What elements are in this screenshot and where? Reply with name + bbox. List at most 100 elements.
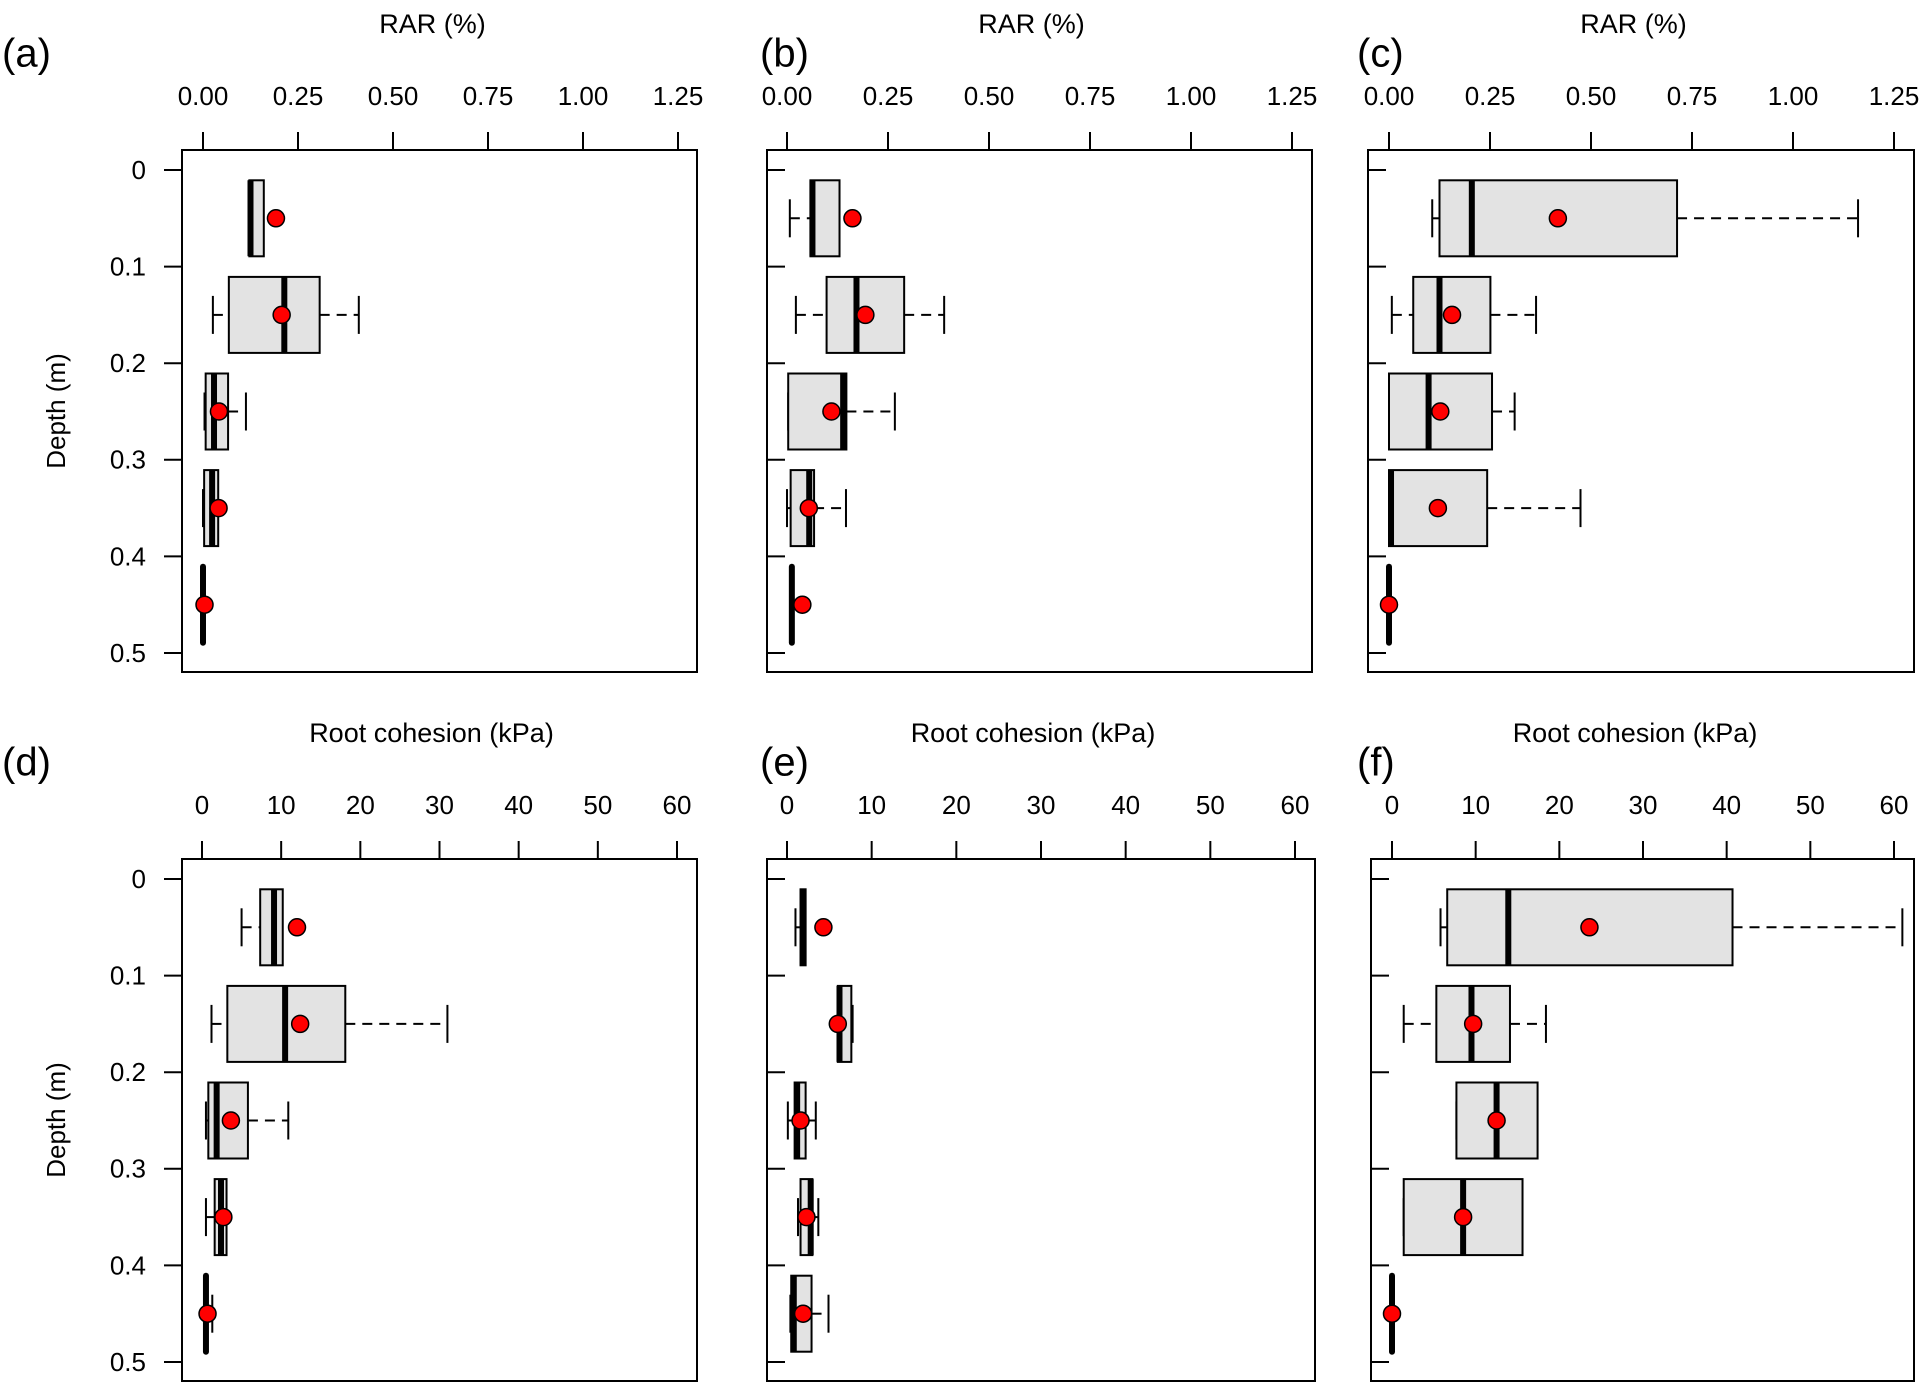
panel-b: (b) RAR (%) 0.00 0.25 0.50 0.75 1.00 1.25 <box>760 9 1318 673</box>
x-tick-label: 50 <box>1796 790 1825 820</box>
box-0.15 <box>210 984 449 1063</box>
y-tick-label: 0.4 <box>110 541 146 571</box>
box-0.25 <box>787 372 896 451</box>
mean-marker <box>1463 1014 1483 1034</box>
box-0.25 <box>1455 1081 1539 1160</box>
box-0.45 <box>1382 1272 1402 1355</box>
box-0.15 <box>211 275 360 354</box>
panel-d: (d) Root cohesion (kPa) 0 10 20 30 40 50 60 0 0.1 0… <box>2 718 698 1382</box>
x-tick-label: 0 <box>1385 790 1399 820</box>
box-0.25 <box>786 1081 817 1160</box>
box-0.35 <box>1388 469 1582 548</box>
box-0.35 <box>202 469 228 548</box>
mean-marker <box>814 918 833 937</box>
panel-label: (c) <box>1357 32 1404 76</box>
box-0.25 <box>203 372 247 451</box>
mean-marker <box>1379 595 1399 614</box>
box-0.15 <box>828 984 854 1063</box>
mean-marker <box>1487 1111 1506 1130</box>
plot-frame <box>1367 149 1915 673</box>
y-tick-label: 0.1 <box>110 251 146 281</box>
box-0.05 <box>247 179 286 258</box>
box-0.25 <box>1388 372 1516 451</box>
box-0.45 <box>788 563 812 646</box>
x-tick-label: 0.00 <box>762 81 813 111</box>
x-axis-title: Root cohesion (kPa) <box>1513 718 1758 748</box>
panel-f: (f) Root cohesion (kPa) 0 10 20 30 40 50 60 <box>1357 718 1915 1382</box>
mean-marker <box>1382 1304 1402 1323</box>
x-tick-label: 0.50 <box>1566 81 1617 111</box>
box-0.05 <box>240 888 307 967</box>
x-tick-label: 60 <box>1281 790 1310 820</box>
plot-frame <box>181 149 698 673</box>
mean-marker <box>1442 305 1462 325</box>
mean-marker <box>828 1014 848 1034</box>
x-tick-label: 30 <box>1629 790 1658 820</box>
x-tick-label: 60 <box>663 790 692 820</box>
x-tick-label: 20 <box>942 790 971 820</box>
mean-marker <box>1548 209 1568 228</box>
x-tick-label: 0 <box>780 790 794 820</box>
x-axis-title: RAR (%) <box>1580 9 1687 39</box>
x-tick-label: 0.25 <box>1465 81 1516 111</box>
panel-a: (a) RAR (%) 0.00 0.25 0.50 0.75 1.00 1.25 0 0.1 0.… <box>2 9 703 673</box>
x-tick-label: 1.00 <box>558 81 609 111</box>
box-0.05 <box>1439 888 1904 967</box>
box-0.35 <box>1402 1178 1524 1257</box>
mean-marker <box>856 305 875 325</box>
x-tick-label: 50 <box>583 790 612 820</box>
mean-marker <box>791 1111 810 1130</box>
box-0.45 <box>195 563 214 646</box>
x-axis-title: RAR (%) <box>978 9 1085 39</box>
plot-frame <box>766 858 1316 1382</box>
x-tick-label: 1.00 <box>1768 81 1819 111</box>
x-tick-label: 10 <box>1461 790 1490 820</box>
box-0.35 <box>204 1178 233 1257</box>
x-tick-label: 0.00 <box>1364 81 1415 111</box>
x-tick-label: 0.25 <box>863 81 914 111</box>
mean-marker <box>799 498 819 518</box>
mean-marker <box>198 1304 217 1323</box>
mean-marker <box>793 595 812 614</box>
box-0.45 <box>198 1272 217 1355</box>
mean-marker <box>209 498 228 518</box>
mean-marker <box>195 595 214 614</box>
y-tick-label: 0.3 <box>110 445 146 475</box>
mean-marker <box>221 1111 241 1130</box>
x-tick-label: 10 <box>857 790 886 820</box>
y-axis-title: Depth (m) <box>41 353 71 469</box>
box-0.05 <box>788 179 862 258</box>
y-axis-title: Depth (m) <box>41 1062 71 1178</box>
x-tick-label: 0.00 <box>178 81 229 111</box>
mean-marker <box>209 402 229 421</box>
mean-marker <box>290 1014 310 1034</box>
mean-marker <box>1428 498 1448 518</box>
box-0.05 <box>1431 179 1860 258</box>
y-tick-label: 0.3 <box>110 1154 146 1184</box>
box-0.25 <box>204 1081 290 1160</box>
box-0.05 <box>794 888 833 967</box>
mean-marker <box>214 1207 233 1227</box>
x-axis-title: RAR (%) <box>379 9 486 39</box>
panel-label: (d) <box>2 741 51 785</box>
panel-label: (b) <box>760 32 809 76</box>
box-0.15 <box>1390 275 1538 354</box>
mean-marker <box>272 305 291 325</box>
box-0.35 <box>786 469 847 548</box>
y-tick-label: 0.1 <box>110 960 146 990</box>
panel-c: (c) RAR (%) 0.00 0.25 0.50 0.75 1.00 1.25 <box>1357 9 1919 673</box>
x-tick-label: 30 <box>425 790 454 820</box>
x-tick-label: 1.25 <box>1267 81 1318 111</box>
mean-marker <box>822 402 841 421</box>
mean-marker <box>287 918 307 937</box>
mean-marker <box>797 1207 816 1227</box>
y-tick-label: 0.5 <box>110 1347 146 1377</box>
y-tick-label: 0 <box>132 864 146 894</box>
x-tick-label: 0.50 <box>964 81 1015 111</box>
x-tick-label: 1.00 <box>1166 81 1217 111</box>
x-tick-label: 0.75 <box>1667 81 1718 111</box>
x-tick-label: 0.50 <box>368 81 419 111</box>
x-tick-label: 40 <box>504 790 533 820</box>
x-tick-label: 0.75 <box>1065 81 1116 111</box>
